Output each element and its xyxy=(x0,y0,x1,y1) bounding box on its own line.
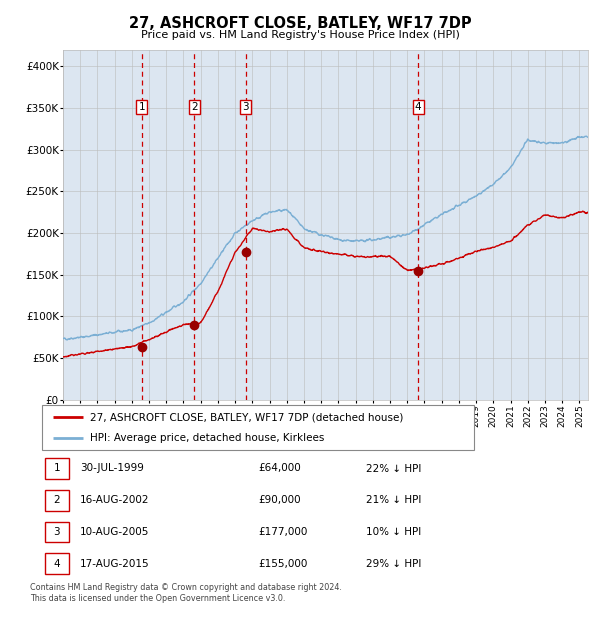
Text: 30-JUL-1999: 30-JUL-1999 xyxy=(80,464,143,474)
FancyBboxPatch shape xyxy=(45,458,69,479)
Text: 3: 3 xyxy=(242,102,249,112)
Text: Contains HM Land Registry data © Crown copyright and database right 2024.: Contains HM Land Registry data © Crown c… xyxy=(30,583,342,592)
Text: HPI: Average price, detached house, Kirklees: HPI: Average price, detached house, Kirk… xyxy=(89,433,324,443)
Text: 27, ASHCROFT CLOSE, BATLEY, WF17 7DP (detached house): 27, ASHCROFT CLOSE, BATLEY, WF17 7DP (de… xyxy=(89,412,403,422)
Text: £155,000: £155,000 xyxy=(258,559,307,569)
Text: £90,000: £90,000 xyxy=(258,495,301,505)
Text: 22% ↓ HPI: 22% ↓ HPI xyxy=(366,464,421,474)
Text: 21% ↓ HPI: 21% ↓ HPI xyxy=(366,495,421,505)
FancyBboxPatch shape xyxy=(42,405,474,450)
Text: Price paid vs. HM Land Registry's House Price Index (HPI): Price paid vs. HM Land Registry's House … xyxy=(140,30,460,40)
Text: 10-AUG-2005: 10-AUG-2005 xyxy=(80,527,149,537)
Text: 2: 2 xyxy=(53,495,60,505)
Text: 4: 4 xyxy=(53,559,60,569)
Text: This data is licensed under the Open Government Licence v3.0.: This data is licensed under the Open Gov… xyxy=(30,594,286,603)
Text: 10% ↓ HPI: 10% ↓ HPI xyxy=(366,527,421,537)
Text: 27, ASHCROFT CLOSE, BATLEY, WF17 7DP: 27, ASHCROFT CLOSE, BATLEY, WF17 7DP xyxy=(128,16,472,31)
Text: 2: 2 xyxy=(191,102,197,112)
FancyBboxPatch shape xyxy=(45,521,69,542)
Text: £64,000: £64,000 xyxy=(258,464,301,474)
Text: 17-AUG-2015: 17-AUG-2015 xyxy=(80,559,149,569)
FancyBboxPatch shape xyxy=(45,490,69,511)
Text: 3: 3 xyxy=(53,527,60,537)
FancyBboxPatch shape xyxy=(45,554,69,574)
Text: 16-AUG-2002: 16-AUG-2002 xyxy=(80,495,149,505)
Text: 4: 4 xyxy=(415,102,421,112)
Text: 29% ↓ HPI: 29% ↓ HPI xyxy=(366,559,421,569)
Text: £177,000: £177,000 xyxy=(258,527,307,537)
Text: 1: 1 xyxy=(139,102,145,112)
Text: 1: 1 xyxy=(53,464,60,474)
